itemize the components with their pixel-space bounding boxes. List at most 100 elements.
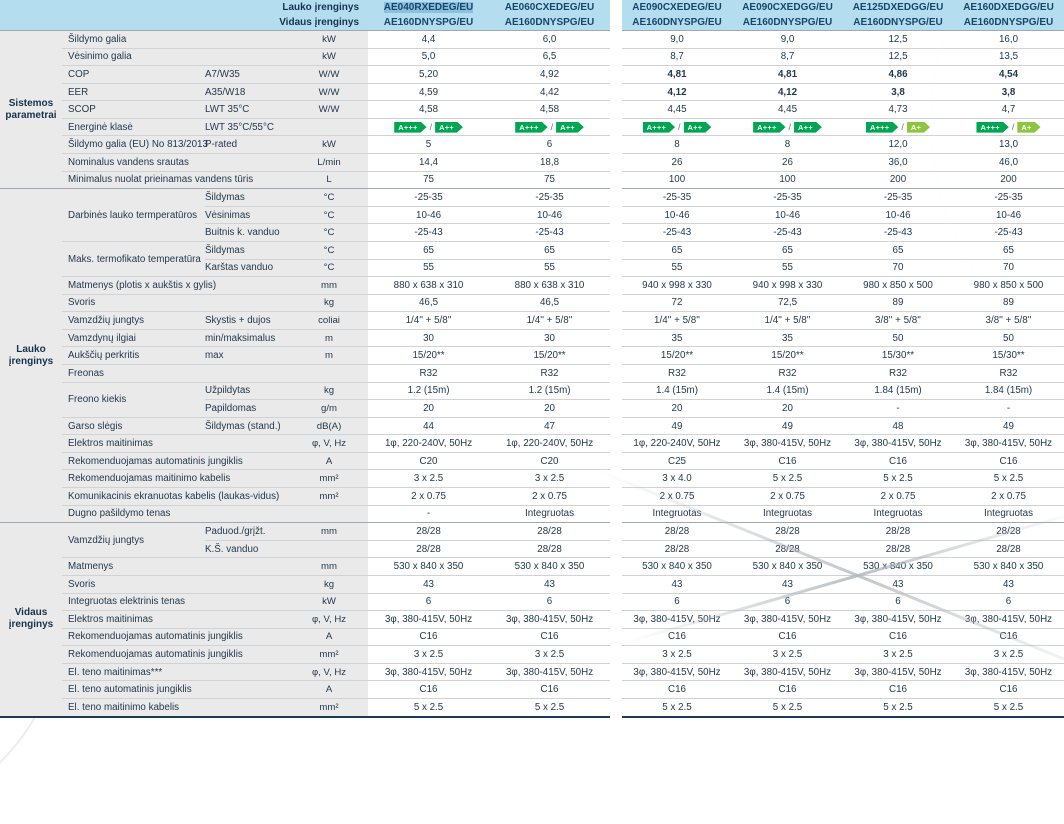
cell-value: 20 xyxy=(489,399,611,418)
cell-value: 55 xyxy=(368,258,490,277)
spec-row: 2 x 0.75 2 x 0.75 2 x 0.75 2 x 0.75 xyxy=(622,487,1064,506)
cell-value: 28/28 xyxy=(622,522,732,541)
cell-value: 5 x 2.5 xyxy=(622,697,732,716)
row-unit xyxy=(290,539,369,558)
spec-row: El. teno automatinis jungiklis A C16 C16 xyxy=(0,680,611,699)
cell-value: 28/28 xyxy=(622,539,732,558)
outdoor-model-name: AE060CXEDEG/EU xyxy=(504,2,595,13)
row-unit: mm² xyxy=(290,487,369,506)
cell-value: 16,0 xyxy=(953,30,1064,49)
section-label: Sistemos parametrai xyxy=(0,29,62,189)
cell-value: - xyxy=(843,399,953,418)
cell-value: 28/28 xyxy=(489,522,611,541)
cell-value: 43 xyxy=(732,574,843,593)
spec-row: 28/28 28/28 28/28 28/28 xyxy=(622,539,1064,558)
row-sublabel: K.Š. vanduo xyxy=(205,539,290,558)
cell-value: 4,92 xyxy=(489,65,611,84)
row-sublabel: Šildymas xyxy=(205,240,290,260)
cell-value: 4,58 xyxy=(368,100,490,119)
indoor-model-name: AE160DNYSPG/EU xyxy=(963,17,1054,28)
spec-row: A+++ / A++ A+++ / A++ A+++ / A+ A+++ / A+ xyxy=(622,117,1064,136)
cell-value: C16 xyxy=(732,451,843,470)
cell-value: 3φ, 380-415V, 50Hz xyxy=(843,662,953,681)
row-sublabel: Skystis + dujos xyxy=(205,311,290,330)
cell-value: -25-43 xyxy=(622,223,732,242)
cell-value: 46,5 xyxy=(368,293,490,312)
spec-row: Integruotas Integruotas Integruotas Integru… xyxy=(622,504,1064,523)
cell-value: 13,0 xyxy=(953,135,1064,154)
cell-value: 4,81 xyxy=(622,65,732,84)
cell-value: -25-35 xyxy=(489,188,611,207)
energy-class-badge: A++ xyxy=(684,122,712,133)
row-label: Garso slėgis xyxy=(62,416,205,435)
energy-class-badge: A+ xyxy=(1017,122,1040,133)
cell-value: 3 x 4.0 xyxy=(622,469,732,488)
cell-value: 6 xyxy=(368,592,490,611)
row-label: Darbinės lauko termperatūros xyxy=(62,188,205,242)
cell-value: 3 x 2.5 xyxy=(953,645,1064,664)
cell-value: 3φ, 380-415V, 50Hz xyxy=(843,610,953,629)
cell-value: 940 x 998 x 330 xyxy=(732,276,843,295)
cell-value: R32 xyxy=(732,363,843,383)
cell-value: 880 x 638 x 310 xyxy=(368,276,490,295)
cell-value: A+++ / A++ xyxy=(622,117,732,136)
spec-row: 5 x 2.5 5 x 2.5 5 x 2.5 5 x 2.5 xyxy=(622,697,1064,716)
spec-row: 8,7 8,7 12,5 13,5 xyxy=(622,47,1064,66)
spec-row: 4,45 4,45 4,73 4,7 xyxy=(622,100,1064,119)
cell-value: C20 xyxy=(489,451,611,470)
cell-value: 26 xyxy=(622,153,732,172)
cell-value: 3 x 2.5 xyxy=(368,645,490,664)
row-label: Aukščių perkritis xyxy=(62,346,205,365)
row-unit: mm xyxy=(290,276,369,295)
spec-row: Elektros maitinimas φ, V, Hz 3φ, 380-415V,… xyxy=(0,610,611,629)
outdoor-model-name-selected[interactable]: AE040RXEDEG/EU xyxy=(383,2,474,13)
row-label: Freono kiekis xyxy=(62,381,205,418)
cell-value: A+++ / A++ xyxy=(732,117,843,136)
spec-row: 28/28 28/28 28/28 28/28 xyxy=(622,522,1064,541)
row-sublabel: LWT 35°C xyxy=(205,100,290,119)
cell-value: A+++ / A++ xyxy=(368,117,490,136)
cell-value: -25-35 xyxy=(953,188,1064,207)
cell-value: C16 xyxy=(622,627,732,646)
cell-value: 6 xyxy=(953,592,1064,611)
cell-value: 530 x 840 x 350 xyxy=(843,557,953,576)
cell-value: 3φ, 380-415V, 50Hz xyxy=(953,662,1064,681)
cell-value: 65 xyxy=(732,240,843,260)
spec-row: Sistemos parametrai Šildymo galia kW 4,4 6,0 xyxy=(0,29,611,189)
cell-value: -25-35 xyxy=(732,188,843,207)
cell-value: Integruotas xyxy=(843,504,953,523)
row-label: Rekomenduojamas maitinimo kabelis xyxy=(62,469,290,488)
spec-row: Vamzdynų ilgiai min/maksimalus m 30 30 xyxy=(0,328,611,347)
row-unit: mm² xyxy=(290,697,369,716)
spec-row: Nominalus vandens srautas L/min 14,4 18,8 xyxy=(0,153,611,172)
cell-value: 4,86 xyxy=(843,65,953,84)
cell-value: 530 x 840 x 350 xyxy=(368,557,490,576)
cell-value: C25 xyxy=(622,451,732,470)
cell-value: R32 xyxy=(489,363,611,383)
spec-row: Komunikacinis ekranuotas kabelis (laukas… xyxy=(0,487,611,506)
outdoor-model: AE090CXEDEG/EU xyxy=(622,0,732,15)
energy-class-separator: / xyxy=(429,122,433,133)
row-unit: mm² xyxy=(290,645,369,664)
cell-value: 12,0 xyxy=(843,135,953,154)
model-column-header: AE090CXEDGG/EU AE160DNYSPG/EU xyxy=(732,0,843,31)
row-label: Minimalus nuolat prieinamas vandens tūri… xyxy=(62,170,290,189)
cell-value: 20 xyxy=(368,399,490,418)
spec-row: 15/20** 15/20** 15/30** 15/30** xyxy=(622,346,1064,365)
cell-value: 20 xyxy=(732,399,843,418)
row-unit: dB(A) xyxy=(290,416,369,435)
cell-value: 43 xyxy=(843,574,953,593)
energy-class-badge: A+++ xyxy=(976,122,1008,133)
energy-class-separator: / xyxy=(788,122,792,133)
cell-value: 65 xyxy=(489,240,611,260)
row-label: Svoris xyxy=(62,574,290,593)
spec-row: K.Š. vanduo 28/28 28/28 xyxy=(0,539,611,558)
cell-value: 3 x 2.5 xyxy=(368,469,490,488)
spec-row: 10-46 10-46 10-46 10-46 xyxy=(622,205,1064,224)
cell-value: 3 x 2.5 xyxy=(622,645,732,664)
cell-value: C16 xyxy=(368,680,490,699)
cell-value: 75 xyxy=(368,170,490,189)
cell-value: 6 xyxy=(732,592,843,611)
